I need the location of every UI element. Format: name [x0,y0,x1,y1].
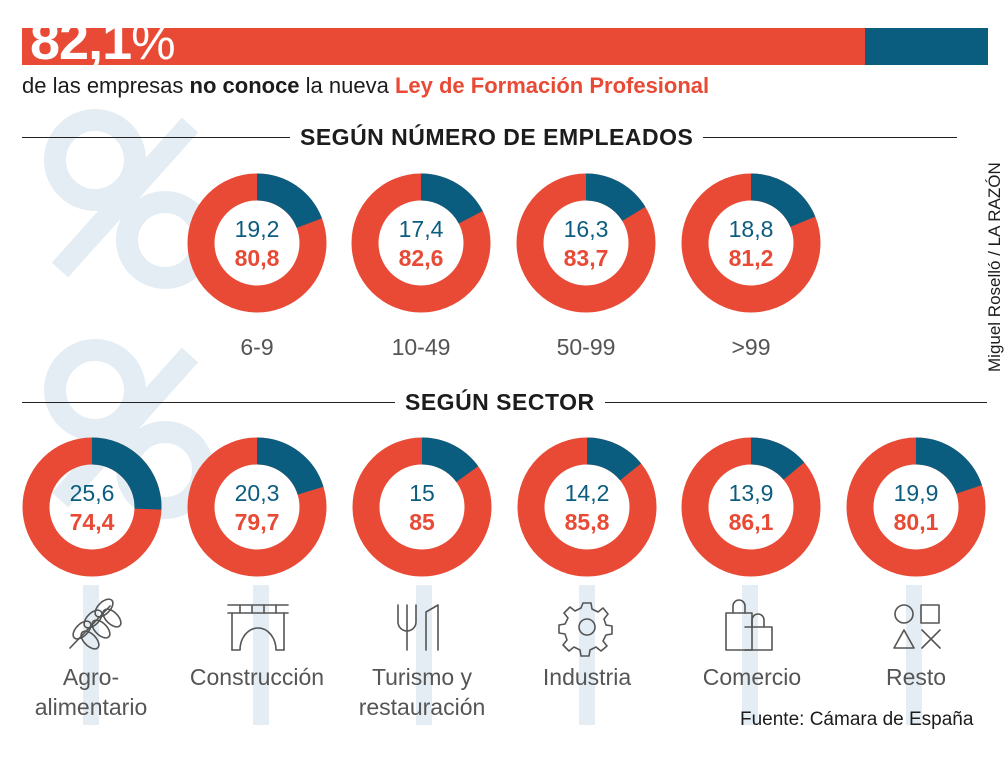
donut-value-no-conoce: 74,4 [69,509,115,535]
wheat-icon [69,598,122,650]
shopping-bags-icon [725,599,773,651]
subtitle-part1: de las empresas [22,73,190,98]
subtitle-bold: no conoce [189,73,300,98]
donut-segment-conoce [256,173,322,229]
headline-bar-blue [865,28,988,65]
section-title-employees: SEGÚN NÚMERO DE EMPLEADOS [290,123,704,151]
donut-value-conoce: 16,3 [563,216,609,242]
donut-segment-conoce [915,437,982,495]
sector-label: Construcción [189,664,325,690]
category-label: >99 [731,334,771,360]
sector-label: Resto [885,664,947,690]
subtitle: de las empresas no conoce la nueva Ley d… [22,73,709,99]
donut-segment-conoce [421,437,479,483]
category-label: 6-9 [240,334,274,360]
bridge-icon [227,604,289,651]
donut-value-no-conoce: 85 [409,509,435,535]
donut-segment-conoce [91,437,162,510]
subtitle-law-name: Ley de Formación Profesional [394,73,710,98]
donut-value-no-conoce: 81,2 [728,245,774,271]
donut-segment-conoce [750,173,816,228]
category-label: 10-49 [391,334,451,360]
donut-segment-conoce [585,173,646,222]
donut-value-conoce: 15 [409,480,435,506]
donut-value-conoce: 19,2 [234,216,280,242]
headline-bar-red [22,28,865,65]
sector-label: Agro- alimentario [34,664,148,720]
donut-value-no-conoce: 80,8 [234,245,280,271]
donut-segment-conoce [586,437,642,481]
gear-icon [558,602,613,657]
section-title-sector: SEGÚN SECTOR [395,388,605,416]
donut-value-conoce: 13,9 [728,480,774,506]
shapes-icon [893,604,941,649]
fork-knife-icon [397,604,439,651]
headline-percent: % [131,14,175,70]
sector-label: Comercio [702,664,802,690]
donut-value-no-conoce: 85,8 [564,509,610,535]
source-note: Fuente: Cámara de España [740,709,974,730]
headline-number: 82,1% [30,11,176,71]
donut-value-conoce: 14,2 [564,480,610,506]
donut-value-no-conoce: 83,7 [563,245,609,271]
donut-value-no-conoce: 80,1 [893,509,939,535]
sector-label: Industria [542,664,632,690]
category-label: 50-99 [556,334,616,360]
donut-value-conoce: 19,9 [893,480,939,506]
donut-value-conoce: 25,6 [69,480,115,506]
subtitle-part2: la nueva [299,73,395,98]
donut-value-no-conoce: 86,1 [728,509,774,535]
sector-label: Turismo y restauración [358,664,486,720]
headline-value: 82,1 [30,11,132,71]
donut-segment-conoce [750,437,805,481]
donut-value-no-conoce: 79,7 [234,509,280,535]
donut-value-no-conoce: 82,6 [398,245,444,271]
donut-value-conoce: 20,3 [234,480,280,506]
donut-value-conoce: 18,8 [728,216,774,242]
donut-segment-conoce [420,173,483,225]
donut-value-conoce: 17,4 [398,216,444,242]
donut-segment-conoce [256,437,324,496]
